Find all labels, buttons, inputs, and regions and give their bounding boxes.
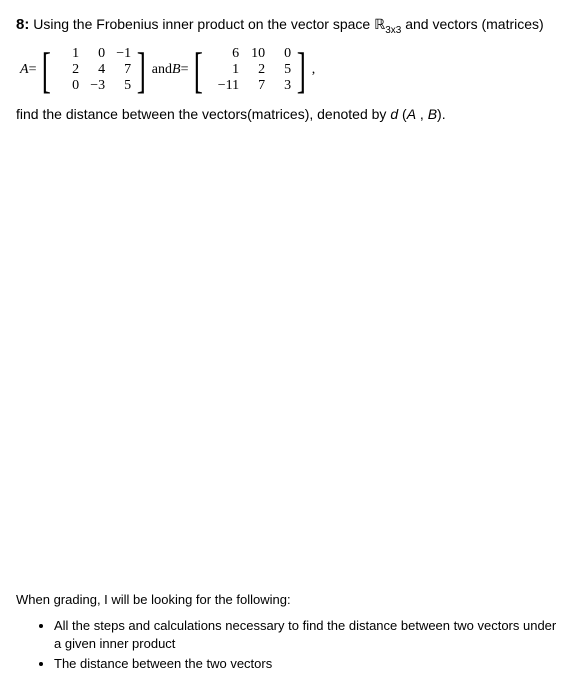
b-cell: 0 <box>267 46 293 62</box>
b-cell: 1 <box>207 62 241 78</box>
question-final: find the distance between the vectors(ma… <box>16 104 566 125</box>
dist-b: B <box>428 106 437 122</box>
bracket-right-a: ] <box>137 46 146 94</box>
b-cell: 5 <box>267 62 293 78</box>
var-b: B <box>172 62 181 78</box>
grading-item: The distance between the two vectors <box>54 655 566 673</box>
b-cell: 6 <box>207 46 241 62</box>
a-cell: 4 <box>81 62 107 78</box>
a-cell: −1 <box>107 46 133 62</box>
matrix-equation: A = [ 1 0 −1 2 4 7 0 −3 5 ] and B = [ <box>20 46 566 94</box>
bracket-left-b: [ <box>194 46 203 94</box>
equals-b: = <box>181 62 189 78</box>
dist-symbol: d <box>390 106 398 122</box>
a-cell: 1 <box>55 46 81 62</box>
dist-sep: , <box>416 106 428 122</box>
b-cell: −11 <box>207 78 241 94</box>
a-cell: −3 <box>81 78 107 94</box>
grading-block: When grading, I will be looking for the … <box>16 592 566 676</box>
dist-open: ( <box>398 106 407 122</box>
bracket-left-a: [ <box>42 46 51 94</box>
question-prompt: 8: Using the Frobenius inner product on … <box>16 14 566 38</box>
equals-a: = <box>29 62 37 78</box>
matrix-a: [ 1 0 −1 2 4 7 0 −3 5 ] <box>38 46 149 94</box>
b-cell: 7 <box>241 78 267 94</box>
matrix-b: [ 6 10 0 1 2 5 −11 7 3 ] <box>190 46 309 94</box>
a-cell: 2 <box>55 62 81 78</box>
var-a: A <box>20 62 29 78</box>
bracket-right-b: ] <box>297 46 306 94</box>
grading-item: All the steps and calculations necessary… <box>54 617 566 653</box>
space-subscript: 3x3 <box>385 25 401 36</box>
b-cell: 3 <box>267 78 293 94</box>
prompt-text-2: and vectors (matrices) <box>401 16 543 32</box>
b-cell: 10 <box>241 46 267 62</box>
a-cell: 7 <box>107 62 133 78</box>
space-symbol: ℝ <box>374 18 385 33</box>
a-cell: 0 <box>81 46 107 62</box>
trailing-comma: , <box>312 62 316 78</box>
dist-a: A <box>407 106 416 122</box>
prompt-text-1: Using the Frobenius inner product on the… <box>33 16 374 32</box>
and-text: and <box>152 62 172 78</box>
dist-close: ). <box>437 106 446 122</box>
b-cell: 2 <box>241 62 267 78</box>
question-number: 8: <box>16 16 29 33</box>
grading-intro: When grading, I will be looking for the … <box>16 592 566 607</box>
final-text: find the distance between the vectors(ma… <box>16 106 390 122</box>
grading-list: All the steps and calculations necessary… <box>16 617 566 674</box>
a-cell: 0 <box>55 78 81 94</box>
a-cell: 5 <box>107 78 133 94</box>
